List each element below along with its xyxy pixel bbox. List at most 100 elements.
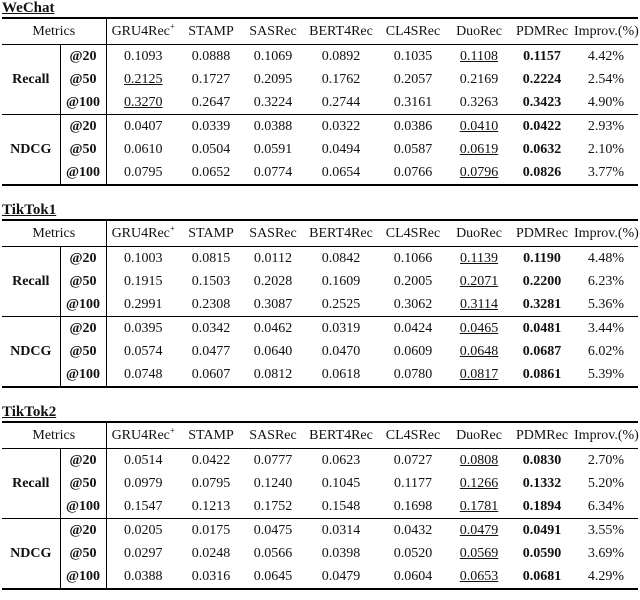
value-cell: 0.1894 — [522, 498, 562, 514]
value-cell: 0.0609 — [393, 343, 433, 359]
metric-group-label-ndcg: NDCG — [2, 316, 60, 387]
value-cell: 0.1727 — [191, 71, 231, 87]
value-cell: 0.1332 — [522, 475, 562, 491]
model-header-pdmrec: PDMRec — [510, 220, 575, 247]
metric-group-label-recall: Recall — [12, 71, 50, 87]
value-cell: 0.1240 — [253, 475, 293, 491]
table-row: NDCG @20 0.0395 0.0342 0.0462 0.0319 0.0424 0.0… — [2, 316, 639, 387]
value-cell: 0.1609 — [321, 273, 361, 289]
header-row: Metrics GRU4Rec+ STAMP SASRec BERT4Rec CL4SRe… — [2, 422, 639, 449]
model-header-cl4srec: CL4SRec — [378, 220, 449, 247]
improv-header: Improv.(%) — [574, 422, 639, 449]
value-cell: 0.0796 — [459, 164, 499, 180]
model-header-stamp: STAMP — [180, 422, 243, 449]
value-cell: 0.0808 — [459, 452, 499, 468]
value-cell: 0.0607 — [191, 366, 231, 382]
value-cell: 0.0830 — [522, 452, 562, 468]
model-header-gru4rec: GRU4Rec+ — [106, 220, 181, 247]
value-cell: 0.0462 — [242, 316, 305, 340]
table-row: @100 0.2991 0.2308 0.3087 0.2525 0.3062 0.3114… — [2, 293, 638, 317]
value-cell: 0.1698 — [393, 498, 433, 514]
table-row: @100 0.0748 0.0607 0.0812 0.0618 0.0780 0.0817… — [2, 363, 638, 387]
value-cell: 0.0479 — [448, 518, 511, 542]
value-cell: 0.0432 — [378, 518, 449, 542]
cutoff-label: @20 — [59, 114, 107, 138]
metrics-header: Metrics — [2, 422, 107, 449]
value-cell: 0.0386 — [378, 114, 449, 138]
model-header-sasrec: SASRec — [242, 220, 305, 247]
value-cell: 0.0618 — [321, 366, 361, 382]
value-cell: 0.0491 — [510, 518, 575, 542]
value-cell: 0.0574 — [124, 343, 163, 359]
model-header-bert4rec: BERT4Rec — [304, 220, 379, 247]
value-cell: 0.1139 — [460, 250, 498, 266]
value-cell: 0.1781 — [459, 498, 499, 514]
metric-group-label-recall: Recall — [12, 475, 50, 491]
value-cell: 0.3087 — [253, 296, 293, 312]
dataset-title-text: TikTok1 — [2, 202, 57, 218]
cutoff-label: @100 — [59, 495, 107, 519]
value-cell: 0.1108 — [460, 48, 498, 64]
improvement-cell: 5.20% — [587, 475, 625, 491]
dataset-title-text: WeChat — [2, 0, 55, 16]
table-row: NDCG @20 0.0407 0.0339 0.0388 0.0322 0.0386 0.0… — [2, 114, 639, 185]
results-table-tiktok2: Metrics GRU4Rec+ STAMP SASRec BERT4Rec CL4SRe… — [2, 421, 639, 590]
value-cell: 0.0640 — [253, 343, 293, 359]
improvement-cell: 3.69% — [587, 545, 625, 561]
model-header-cl4srec: CL4SRec — [378, 422, 449, 449]
value-cell: 0.0314 — [304, 518, 379, 542]
model-header-pdmrec: PDMRec — [510, 422, 575, 449]
model-header-duorec: DuoRec — [448, 18, 511, 45]
cutoff-label: @100 — [59, 363, 107, 387]
results-table-tiktok1: Metrics GRU4Rec+ STAMP SASRec BERT4Rec CL4SRe… — [2, 219, 639, 388]
value-cell: 0.0619 — [459, 141, 499, 157]
cutoff-label: @20 — [59, 448, 107, 472]
table-row: @100 0.0388 0.0316 0.0645 0.0479 0.0604 0.0653… — [2, 565, 638, 589]
value-cell: 0.2991 — [124, 296, 163, 312]
dataset-title-tiktok1: TikTok1 — [2, 203, 638, 218]
cutoff-label: @50 — [59, 340, 107, 363]
value-cell: 0.0591 — [253, 141, 293, 157]
value-cell: 0.0407 — [106, 114, 181, 138]
value-cell: 0.1157 — [523, 48, 561, 64]
value-cell: 0.2308 — [191, 296, 231, 312]
value-cell: 0.0888 — [191, 48, 231, 64]
improv-header: Improv.(%) — [574, 220, 639, 247]
metric-group-label-recall: Recall — [12, 273, 50, 289]
value-cell: 0.2057 — [393, 71, 433, 87]
value-cell: 0.0604 — [393, 568, 433, 584]
improvement-cell: 2.10% — [587, 141, 625, 157]
value-cell: 0.0795 — [191, 475, 231, 491]
value-cell: 0.0892 — [321, 48, 361, 64]
results-table-wechat: Metrics GRU4Rec+ STAMP SASRec BERT4Rec CL4SRe… — [2, 17, 639, 186]
value-cell: 0.2224 — [522, 71, 562, 87]
value-cell: 0.0727 — [393, 452, 433, 468]
improvement-cell: 3.44% — [574, 316, 639, 340]
value-cell: 0.0681 — [522, 568, 562, 584]
value-cell: 0.1093 — [124, 48, 163, 64]
value-cell: 0.2125 — [124, 71, 163, 87]
model-header-gru4rec: GRU4Rec+ — [106, 18, 181, 45]
value-cell: 0.0654 — [321, 164, 361, 180]
improvement-cell: 4.48% — [587, 250, 625, 266]
table-section-tiktok2: TikTok2 Metrics GRU4Rec+ STAMP SASRec BERT4Re… — [2, 405, 639, 590]
model-header-duorec: DuoRec — [448, 220, 511, 247]
superscript: + — [169, 222, 175, 233]
table-row: @100 0.1547 0.1213 0.1752 0.1548 0.1698 0.1781… — [2, 495, 638, 519]
value-cell: 0.2005 — [393, 273, 433, 289]
cutoff-label: @50 — [59, 68, 107, 91]
table-row: @50 0.0610 0.0504 0.0591 0.0494 0.0587 0.0619 0… — [2, 138, 638, 161]
value-cell: 0.1503 — [191, 273, 231, 289]
value-cell: 0.0780 — [393, 366, 433, 382]
table-row: @100 0.3270 0.2647 0.3224 0.2744 0.3161 0.3263… — [2, 91, 638, 115]
value-cell: 0.0112 — [254, 250, 292, 266]
value-cell: 0.3270 — [124, 94, 163, 110]
value-cell: 0.0774 — [253, 164, 293, 180]
cutoff-label: @20 — [59, 246, 107, 270]
value-cell: 0.1213 — [191, 498, 231, 514]
value-cell: 0.3114 — [460, 296, 498, 312]
value-cell: 0.0339 — [180, 114, 243, 138]
value-cell: 0.0632 — [522, 141, 562, 157]
improvement-cell: 4.42% — [587, 48, 625, 64]
